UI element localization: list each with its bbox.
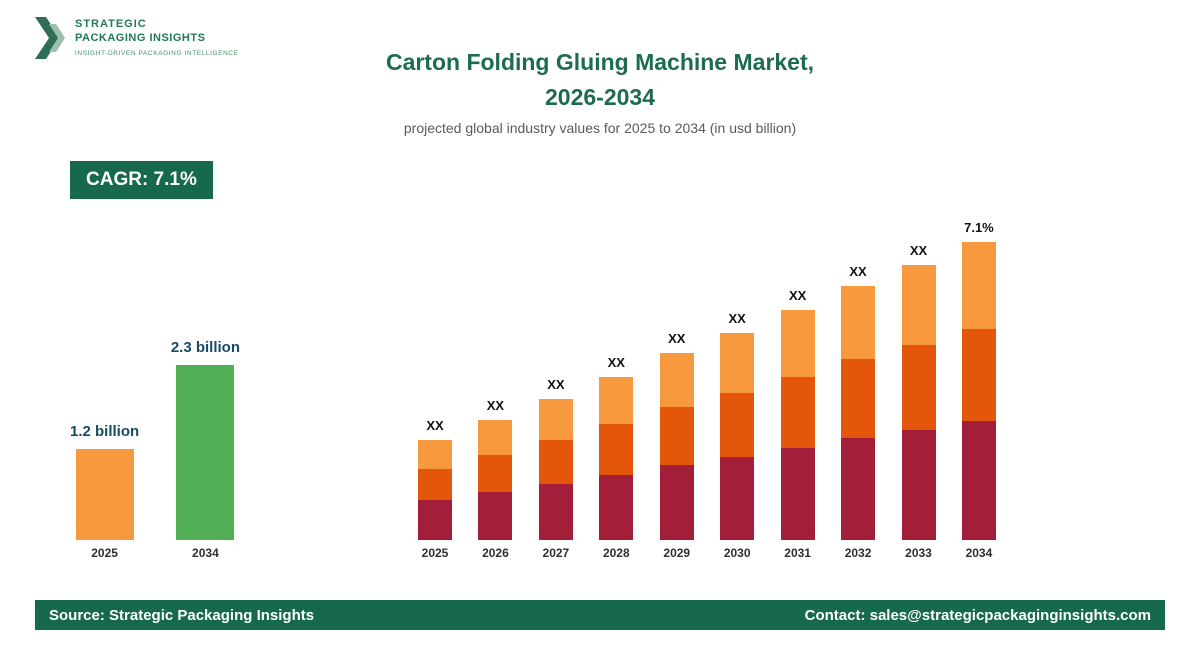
segment-top-2026 xyxy=(478,420,513,455)
segment-top-2028 xyxy=(599,377,634,424)
stacked-bar-label: XX xyxy=(909,243,928,258)
brand-text: STRATEGIC PACKAGING INSIGHTS INSIGHT-DRI… xyxy=(75,14,239,57)
comparison-year-label: 2025 xyxy=(91,546,118,560)
stacked-bar-label: 7.1% xyxy=(964,220,994,235)
footer-contact: Contact: sales@strategicpackaginginsight… xyxy=(804,606,1151,624)
stacked-column-2032: XX 2032 xyxy=(841,198,876,560)
footer-source: Source: Strategic Packaging Insights xyxy=(49,606,315,624)
segment-top-2032 xyxy=(841,286,876,359)
stacked-year-label: 2033 xyxy=(905,546,932,560)
stacked-bar-label: XX xyxy=(849,264,867,279)
cagr-badge: CAGR: 7.1% xyxy=(70,161,213,199)
stacked-bar-label: XX xyxy=(728,311,746,326)
segment-middle-2026 xyxy=(478,455,513,492)
segment-bottom-2027 xyxy=(538,484,573,540)
footer-bar: Source: Strategic Packaging Insights Con… xyxy=(35,600,1165,630)
comparison-chart: 1.2 billion 2025 2.3 billion 2034 xyxy=(70,330,240,560)
segment-top-2027 xyxy=(538,399,573,440)
segment-middle-2032 xyxy=(841,359,876,438)
brand-name-line1: STRATEGIC xyxy=(75,18,147,30)
brand-name-line2: PACKAGING INSIGHTS xyxy=(75,31,206,44)
stacked-year-label: 2028 xyxy=(602,546,630,560)
stacked-column-2033: XX 2033 xyxy=(901,198,936,560)
segment-middle-2025 xyxy=(418,469,452,500)
segment-top-2030 xyxy=(720,333,755,393)
comparison-value-label: 1.2 billion xyxy=(70,423,140,440)
segment-middle-2030 xyxy=(720,393,755,457)
stacked-column-2026: XX 2026 xyxy=(478,198,513,560)
comparison-column-2034: 2.3 billion 2034 xyxy=(171,330,240,560)
header: Carton Folding Gluing Machine Market, 20… xyxy=(0,45,1200,136)
page-title-line1: Carton Folding Gluing Machine Market, xyxy=(385,49,815,75)
stacked-column-2031: XX 2031 xyxy=(780,198,815,560)
stacked-bar-label: XX xyxy=(788,288,807,303)
comparison-value-label: 2.3 billion xyxy=(170,339,240,356)
stacked-bar-label: XX xyxy=(607,355,625,370)
segment-middle-2031 xyxy=(780,377,815,448)
stacked-year-label: 2031 xyxy=(784,546,811,560)
brand-tagline: INSIGHT-DRIVEN PACKAGING INTELLIGENCE xyxy=(75,49,239,57)
segment-top-2025 xyxy=(418,440,452,469)
stacked-year-label: 2030 xyxy=(723,546,751,560)
segment-middle-2033 xyxy=(901,345,936,430)
segment-bottom-2030 xyxy=(720,457,755,540)
stacked-column-2029: XX 2029 xyxy=(659,198,694,560)
segment-top-2029 xyxy=(659,353,694,407)
stacked-year-label: 2026 xyxy=(482,546,509,560)
segment-middle-2034 xyxy=(961,329,996,421)
comparison-bar-2025 xyxy=(75,449,134,540)
segment-middle-2027 xyxy=(538,440,573,484)
stacked-year-label: 2032 xyxy=(844,546,872,560)
segment-bottom-2034 xyxy=(961,421,996,540)
chevron-logo-icon xyxy=(35,17,65,59)
segment-top-2034 xyxy=(961,242,996,329)
comparison-column-2025: 1.2 billion 2025 xyxy=(70,330,139,560)
segment-top-2033 xyxy=(901,265,936,345)
stacked-column-2030: XX 2030 xyxy=(720,198,755,560)
segment-middle-2029 xyxy=(659,407,694,465)
stacked-column-2034: 7.1% 2034 xyxy=(961,198,996,560)
stacked-bar-label: XX xyxy=(547,377,565,392)
segment-bottom-2026 xyxy=(478,492,513,540)
stacked-year-label: 2027 xyxy=(542,546,570,560)
stacked-bar-chart: XX 2025 XX 2026 XX 2027 XX 2028 XX 2029 XX 2030 XX 20… xyxy=(418,198,996,560)
stacked-year-label: 2034 xyxy=(965,546,993,560)
stacked-year-label: 2025 xyxy=(421,546,449,560)
comparison-year-label: 2034 xyxy=(192,546,219,560)
page-title-line2: 2026-2034 xyxy=(545,83,655,110)
segment-bottom-2029 xyxy=(659,465,694,540)
stacked-year-label: 2029 xyxy=(663,546,691,560)
segment-bottom-2033 xyxy=(901,430,936,540)
segment-middle-2028 xyxy=(599,424,634,475)
stacked-column-2028: XX 2028 xyxy=(599,198,634,560)
stacked-bar-label: XX xyxy=(668,331,686,346)
page-subtitle: projected global industry values for 202… xyxy=(403,120,797,136)
comparison-bar-2034 xyxy=(176,365,235,540)
stacked-column-2025: XX 2025 xyxy=(418,198,452,560)
segment-bottom-2028 xyxy=(599,475,634,540)
segment-bottom-2025 xyxy=(418,500,452,540)
segment-bottom-2031 xyxy=(780,448,815,540)
segment-top-2031 xyxy=(780,310,815,377)
brand-logo: STRATEGIC PACKAGING INSIGHTS INSIGHT-DRI… xyxy=(35,14,239,62)
stacked-column-2027: XX 2027 xyxy=(538,198,573,560)
stacked-bar-label: XX xyxy=(426,418,444,433)
stacked-bar-label: XX xyxy=(486,398,505,413)
segment-bottom-2032 xyxy=(841,438,876,540)
